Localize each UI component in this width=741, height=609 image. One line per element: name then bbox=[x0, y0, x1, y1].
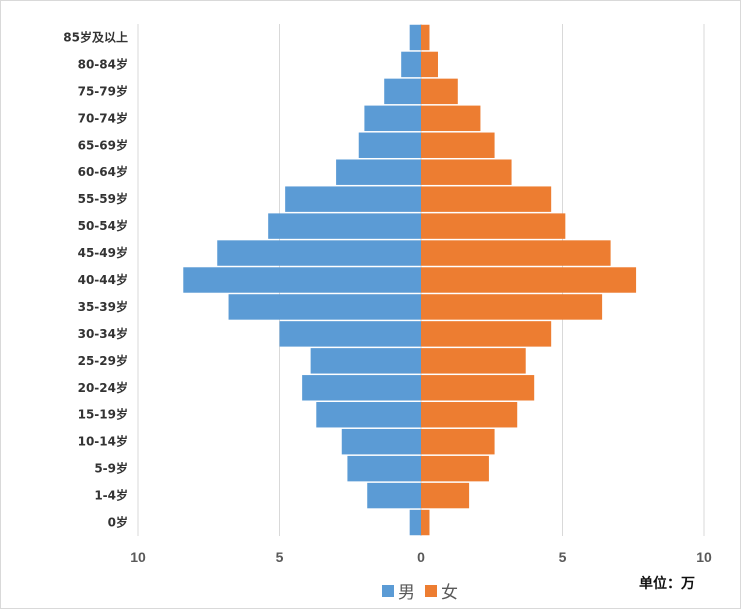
bar-male bbox=[285, 186, 421, 212]
category-label: 50-54岁 bbox=[78, 218, 128, 233]
legend-swatch-male bbox=[382, 584, 394, 597]
bar-female bbox=[421, 105, 481, 132]
bar-male bbox=[336, 159, 421, 185]
bar-male bbox=[384, 78, 421, 105]
category-label: 25-29岁 bbox=[78, 353, 128, 368]
bar-male bbox=[409, 24, 421, 51]
bar-male bbox=[316, 402, 421, 428]
bar-female bbox=[421, 321, 552, 347]
legend-item-female: 女 bbox=[425, 578, 458, 603]
category-label: 65-69岁 bbox=[78, 137, 128, 152]
category-label: 85岁及以上 bbox=[63, 29, 128, 44]
category-label: 70-74岁 bbox=[78, 110, 128, 125]
bar-male bbox=[364, 105, 421, 132]
category-label: 45-49岁 bbox=[78, 245, 128, 260]
bar-female bbox=[421, 186, 552, 212]
bar-female bbox=[421, 348, 526, 374]
bar-male bbox=[347, 455, 421, 482]
category-label: 20-24岁 bbox=[78, 380, 128, 395]
unit-label: 单位：万 bbox=[639, 576, 695, 592]
bar-female bbox=[421, 428, 495, 455]
bar-female bbox=[421, 213, 566, 239]
legend-label-male: 男 bbox=[398, 583, 415, 603]
legend-swatch-female bbox=[425, 584, 437, 597]
bar-male bbox=[409, 509, 421, 536]
x-tick-label: 10 bbox=[130, 549, 146, 565]
bar-female bbox=[421, 455, 489, 482]
x-tick-label: 10 bbox=[696, 549, 712, 565]
bar-female bbox=[421, 402, 518, 428]
x-tick-label: 5 bbox=[559, 549, 567, 565]
bar-female bbox=[421, 132, 495, 158]
bar-male bbox=[268, 213, 421, 239]
x-tick-label: 5 bbox=[276, 549, 284, 565]
category-label: 35-39岁 bbox=[78, 299, 128, 314]
bar-male bbox=[302, 375, 421, 401]
bar-female bbox=[421, 159, 512, 185]
category-label: 10-14岁 bbox=[78, 434, 128, 449]
bar-female bbox=[421, 294, 603, 320]
category-label: 1-4岁 bbox=[94, 488, 128, 503]
category-label: 55-59岁 bbox=[78, 191, 128, 206]
bar-female bbox=[421, 78, 458, 105]
x-tick-labels: 10 5 0 5 10 bbox=[130, 549, 712, 565]
bar-female bbox=[421, 51, 438, 78]
category-label: 15-19岁 bbox=[78, 407, 128, 422]
category-label: 30-34岁 bbox=[78, 326, 128, 341]
category-label: 80-84岁 bbox=[78, 56, 128, 71]
bar-female bbox=[421, 267, 637, 293]
bar-female bbox=[421, 482, 470, 509]
category-label: 60-64岁 bbox=[78, 164, 128, 179]
bar-male bbox=[279, 321, 421, 347]
legend: 男 女 bbox=[382, 578, 462, 603]
category-labels: 85岁及以上 80-84岁 75-79岁 70-74岁 65-69岁 60-64岁 55-5… bbox=[63, 29, 128, 529]
legend-label-female: 女 bbox=[441, 583, 458, 603]
bar-male bbox=[358, 132, 421, 158]
bars bbox=[183, 24, 637, 536]
bar-male bbox=[367, 482, 421, 509]
bar-male bbox=[341, 428, 421, 455]
legend-item-male: 男 bbox=[382, 578, 415, 603]
bar-female bbox=[421, 509, 430, 536]
bar-male bbox=[183, 267, 421, 293]
bar-female bbox=[421, 240, 611, 266]
bar-female bbox=[421, 375, 535, 401]
bar-male bbox=[310, 348, 421, 374]
category-label: 75-79岁 bbox=[78, 83, 128, 98]
x-tick-label: 0 bbox=[417, 549, 425, 565]
category-label: 5-9岁 bbox=[94, 461, 128, 476]
category-label: 0岁 bbox=[108, 515, 128, 530]
bar-female bbox=[421, 24, 430, 51]
bar-male bbox=[401, 51, 421, 78]
bar-male bbox=[217, 240, 421, 266]
category-label: 40-44岁 bbox=[78, 272, 128, 287]
bar-male bbox=[228, 294, 421, 320]
